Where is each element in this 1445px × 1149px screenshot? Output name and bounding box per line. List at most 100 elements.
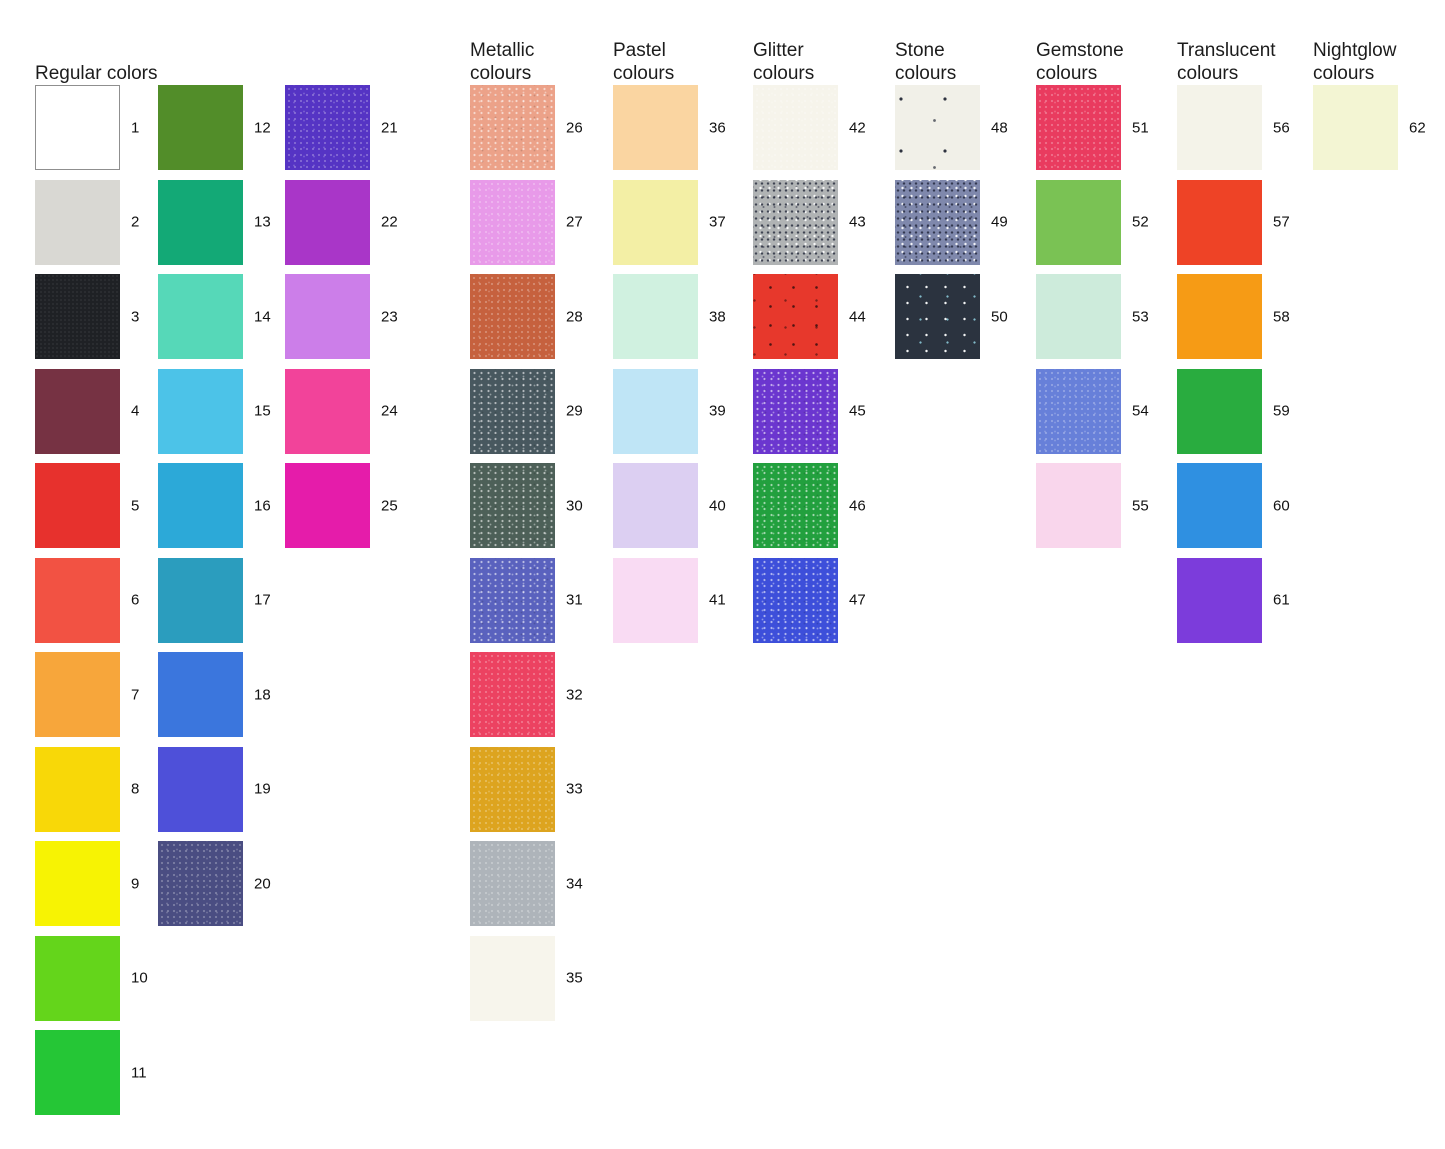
swatch-number: 30 xyxy=(566,497,583,514)
color-swatch-59 xyxy=(1177,368,1262,454)
swatch-row: 21 xyxy=(285,85,398,170)
swatch-number: 17 xyxy=(254,591,271,609)
swatch-number: 37 xyxy=(709,213,726,231)
swatch-number: 8 xyxy=(131,780,140,798)
color-swatch-49 xyxy=(895,179,980,265)
color-group-metallic: Metallic colours 26 27 28 29 30 31 32 33 34 35 xyxy=(470,28,583,1021)
swatch-row: 27 xyxy=(470,179,583,265)
swatch-number: 13 xyxy=(254,213,271,231)
color-swatch-42 xyxy=(753,85,838,170)
color-swatch-51 xyxy=(1036,85,1121,170)
swatch-row: 8 xyxy=(35,746,139,832)
color-swatch-47 xyxy=(753,557,838,643)
color-group-translucent: Translucent colours 56 57 58 59 60 61 xyxy=(1177,28,1290,643)
group-title-line: Nightglow xyxy=(1313,40,1397,61)
swatch-row: 33 xyxy=(470,746,583,832)
swatch-number: 25 xyxy=(381,497,398,514)
color-swatch-26 xyxy=(470,85,555,170)
group-title-line: Stone xyxy=(895,40,945,61)
swatch-number: 12 xyxy=(254,119,271,136)
color-swatch-14 xyxy=(158,274,243,359)
color-swatch-38 xyxy=(613,274,698,359)
color-swatch-32 xyxy=(470,652,555,737)
color-group-nightglow: Nightglow colours 62 xyxy=(1313,28,1426,170)
swatch-number: 4 xyxy=(131,402,140,420)
color-swatch-43 xyxy=(753,179,838,265)
swatch-row: 20 xyxy=(158,841,271,926)
swatch-number: 18 xyxy=(254,686,271,703)
swatch-row: 26 xyxy=(470,85,583,170)
color-swatch-11 xyxy=(35,1030,120,1115)
color-swatch-60 xyxy=(1177,463,1262,548)
swatch-row: 28 xyxy=(470,274,583,359)
swatch-number: 45 xyxy=(849,402,866,420)
swatch-number: 46 xyxy=(849,497,866,514)
color-swatch-52 xyxy=(1036,179,1121,265)
swatch-row: 45 xyxy=(753,368,866,454)
swatch-number: 53 xyxy=(1132,308,1149,325)
swatch-row: 43 xyxy=(753,179,866,265)
swatch-row: 40 xyxy=(613,463,726,548)
swatch-number: 34 xyxy=(566,875,583,892)
swatch-row: 38 xyxy=(613,274,726,359)
swatch-row: 10 xyxy=(35,935,148,1021)
swatch-number: 41 xyxy=(709,591,726,609)
group-title-line: Glitter xyxy=(753,40,804,61)
group-title-gemstone: Gemstone colours xyxy=(1036,28,1124,85)
color-swatch-34 xyxy=(470,841,555,926)
swatch-row: 59 xyxy=(1177,368,1290,454)
color-swatch-10 xyxy=(35,935,120,1021)
swatch-number: 14 xyxy=(254,308,271,325)
group-title-translucent: Translucent colours xyxy=(1177,28,1276,85)
group-title-line: colours xyxy=(470,63,532,84)
swatch-row: 51 xyxy=(1036,85,1149,170)
color-swatch-41 xyxy=(613,557,698,643)
swatch-row: 47 xyxy=(753,557,866,643)
swatch-number: 15 xyxy=(254,402,271,420)
swatch-row: 4 xyxy=(35,368,139,454)
swatch-number: 33 xyxy=(566,780,583,798)
swatch-number: 26 xyxy=(566,119,583,136)
swatch-number: 11 xyxy=(131,1064,147,1081)
color-group-pastel: Pastel colours 36 37 38 39 40 41 xyxy=(613,28,726,643)
swatch-row: 42 xyxy=(753,85,866,170)
color-swatch-13 xyxy=(158,179,243,265)
swatch-row: 6 xyxy=(35,557,139,643)
group-title-line: Pastel xyxy=(613,40,666,61)
color-group-stone: Stone colours 48 49 50 xyxy=(895,28,1008,359)
swatch-row: 9 xyxy=(35,841,139,926)
swatch-number: 1 xyxy=(131,119,140,136)
color-swatch-23 xyxy=(285,274,370,359)
swatch-number: 51 xyxy=(1132,119,1149,136)
swatch-number: 62 xyxy=(1409,119,1426,136)
swatch-number: 22 xyxy=(381,213,398,231)
swatch-number: 58 xyxy=(1273,308,1290,325)
color-swatch-1 xyxy=(35,85,120,170)
group-title-line: colours xyxy=(895,63,957,84)
group-title-line: Regular colors xyxy=(35,63,158,84)
color-swatch-6 xyxy=(35,557,120,643)
swatch-column: 1 2 3 4 5 6 7 8 9 10 11 xyxy=(35,85,148,1125)
swatch-row: 19 xyxy=(158,746,271,832)
swatch-number: 61 xyxy=(1273,591,1290,609)
color-swatch-61 xyxy=(1177,557,1262,643)
color-swatch-7 xyxy=(35,652,120,737)
swatch-row: 14 xyxy=(158,274,271,359)
swatch-number: 23 xyxy=(381,308,398,325)
swatch-number: 43 xyxy=(849,213,866,231)
group-title-line: colours xyxy=(1177,63,1239,84)
color-swatch-31 xyxy=(470,557,555,643)
swatch-number: 59 xyxy=(1273,402,1290,420)
swatch-row: 54 xyxy=(1036,368,1149,454)
swatch-row: 30 xyxy=(470,463,583,548)
swatch-column: 12 13 14 15 16 17 18 19 20 xyxy=(158,85,271,936)
swatch-row: 55 xyxy=(1036,463,1149,548)
swatch-row: 7 xyxy=(35,652,139,737)
swatch-number: 3 xyxy=(131,308,140,325)
group-title-line: Gemstone xyxy=(1036,40,1124,61)
swatch-row: 29 xyxy=(470,368,583,454)
swatch-row: 34 xyxy=(470,841,583,926)
swatch-column: 21 22 23 24 25 xyxy=(285,85,398,558)
swatch-number: 31 xyxy=(566,591,583,609)
color-swatch-33 xyxy=(470,746,555,832)
